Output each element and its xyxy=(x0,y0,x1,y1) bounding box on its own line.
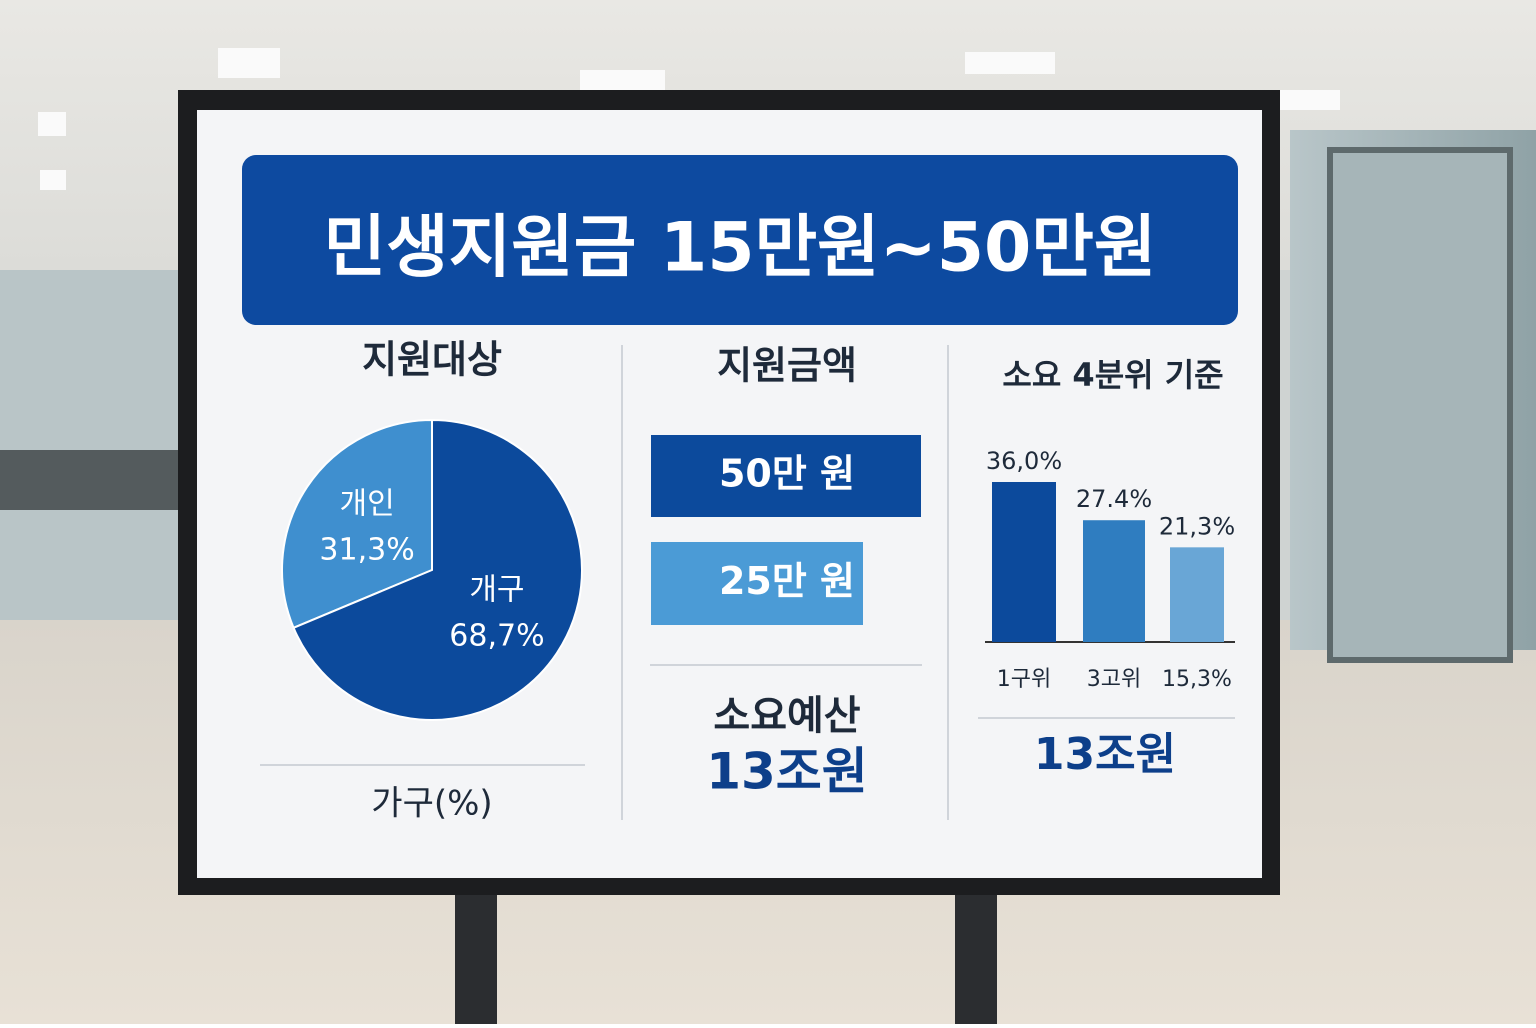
x-tick-label: 3고위 xyxy=(1087,667,1141,692)
main-title: 민생지원금 15만원~50만원 xyxy=(324,209,1157,288)
bar-title: 소요 4분위 기준 xyxy=(1002,356,1223,394)
amount-label: 25만 원 xyxy=(719,559,855,603)
bar xyxy=(1083,520,1145,642)
bar xyxy=(992,482,1056,642)
x-tick-label: 15,3% xyxy=(1162,667,1232,692)
amount-title: 지원금액 xyxy=(717,344,857,388)
bar-value-label: 36,0% xyxy=(986,447,1062,475)
pie-slice xyxy=(292,418,583,721)
pie-slice xyxy=(281,418,433,630)
amount-label: 50만 원 xyxy=(719,452,855,496)
x-tick-label: 1구위 xyxy=(997,667,1051,692)
bar xyxy=(1170,547,1224,642)
pie-value-label: 31,3% xyxy=(319,532,414,567)
amount-box xyxy=(651,435,921,517)
pie-label: 개구 xyxy=(469,573,524,608)
budget-value: 13조원 xyxy=(706,743,868,801)
budget-label: 소요예산 xyxy=(713,693,860,739)
bar-value-label: 27.4% xyxy=(1076,485,1152,513)
pie-value-label: 68,7% xyxy=(449,619,544,654)
bar-caption: 13조원 xyxy=(1034,729,1176,780)
pie-title: 지원대상 xyxy=(362,338,502,382)
amount-box xyxy=(651,542,863,625)
pie-caption: 가구(%) xyxy=(371,784,492,824)
bar-value-label: 21,3% xyxy=(1159,512,1235,540)
pie-label: 개인 xyxy=(339,486,394,521)
